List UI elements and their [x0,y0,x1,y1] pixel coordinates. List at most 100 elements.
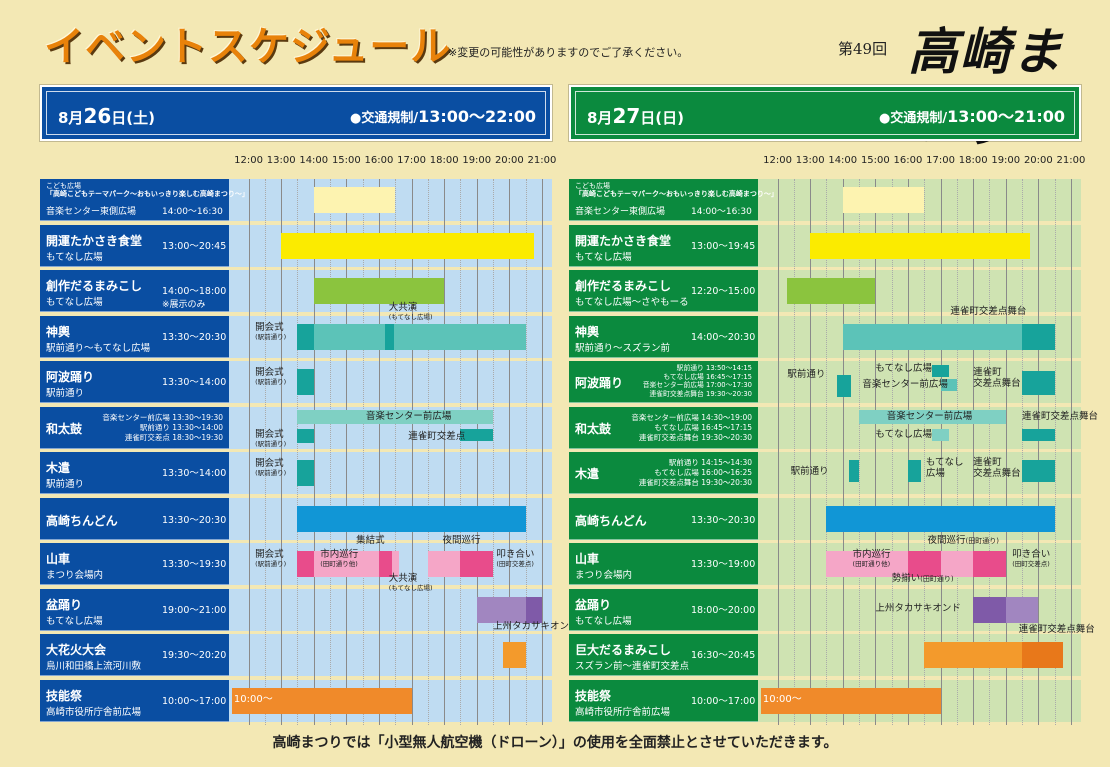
event-time: 14:00〜16:30 [162,207,223,217]
row-bars [569,225,1081,267]
event-name: 神輿 [46,324,71,339]
schedule-row: 巨大だるまみこし スズラン前〜連雀町交差点 16:30〜20:45 [569,634,1081,676]
event-label: 阿波踊り 駅前通り 13:50〜14:15 もてなし広場 16:45〜17:15 音楽… [569,361,758,403]
event-note: ※展示のみ [162,300,206,310]
bar-annotation: もてなし広場 [926,457,964,479]
annotation-text: 市内巡行 [852,549,891,560]
event-venue: 駅前通り [46,479,85,490]
edition-label: 第49回 [838,40,888,58]
event-name: 大花火大会 [46,643,107,657]
bar-annotation: 市内巡行 (田町通り他) [320,549,358,568]
annotation-subtext: (もてなし広場) [388,584,433,592]
event-label: 大花火大会 烏川和田橋上流河川敷 19:30〜20:20 [40,634,229,676]
event-venue: まつり会場内 [575,570,633,581]
traffic-time: 13:00〜21:00 [947,107,1065,126]
annotation-text: 夜間巡行 [442,535,481,546]
hour-tick-label: 21:00 [1056,155,1086,166]
hour-axis: 12:00 13:00 14:00 15:00 16:00 17:00 18:00 19:00… [40,155,556,169]
bar-annotation: 連雀町交差点舞台 [973,367,1021,389]
hour-tick-label: 13:00 [266,155,296,166]
sub-schedule-line: 音楽センター前広場 13:30〜19:30 [102,412,223,422]
sub-schedule-line: 連雀町交差点舞台 19:30〜20:30 [638,478,752,487]
annotation-text: 駅前通り [787,369,826,380]
event-label: 山車 まつり会場内 13:30〜19:30 [40,543,229,585]
event-time-bar [907,460,921,482]
sub-schedule-line: もてなし広場 16:00〜16:25 [654,468,752,477]
event-label: 創作だるまみこし もてなし広場 14:00〜18:00 ※展示のみ [40,270,229,312]
event-time-bar [297,551,314,577]
hour-axis: 12:00 13:00 14:00 15:00 16:00 17:00 18:00 19:00… [569,155,1085,169]
row-bars: 開会式 (駅前通り) [40,361,552,403]
annotation-text: 上州タカサキオンド [493,620,579,632]
row-bars: 開会式 (駅前通り) [40,452,552,494]
event-label: 木遣 駅前通り 14:15〜14:30 もてなし広場 16:00〜16:25 連雀町交… [569,452,758,494]
sub-schedule-line: 駅前通り 13:50〜14:15 [676,364,752,372]
bar-annotation: 開会式 (駅前通り) [255,549,286,568]
event-venue: 高崎市役所庁舎前広場 [46,706,142,718]
row-bars [40,225,552,267]
event-label: 和太鼓 音楽センター前広場 14:30〜19:00 もてなし広場 16:45〜17:… [569,406,758,449]
event-time-bar [973,596,1006,623]
bar-annotation: 夜間巡行(田町通り) [928,535,999,547]
event-time-bar [313,278,445,304]
sub-schedule-line: 連雀町交差点舞台 19:30〜20:30 [649,389,752,398]
schedule-row: 和太鼓 音楽センター前広場 14:30〜19:00 もてなし広場 16:45〜17:… [569,406,1081,449]
event-time-bar [842,323,1023,350]
schedule-row: 大花火大会 烏川和田橋上流河川敷 19:30〜20:20 [40,634,552,676]
event-time: 13:30〜14:00 [162,377,227,388]
annotation-text: 開会式 [255,428,284,440]
page-title: イベントスケジュール [44,24,452,70]
bar-annotation: 10:00〜 [234,694,273,705]
event-name: 創作だるまみこし [46,279,143,293]
hour-tick-label: 19:00 [462,155,492,166]
event-venue: もてなし広場 [46,615,103,627]
event-time-bar [297,409,494,424]
bar-annotation: 音楽センター前広場 [887,411,973,422]
annotation-text: もてなし広場 [875,363,932,374]
hour-tick-label: 14:00 [828,155,858,166]
event-category: こども広場 [46,182,81,190]
annotation-text: 開会式 [255,549,284,560]
event-time-bar [924,642,1023,668]
event-venue: もてなし広場 [46,251,103,263]
event-time-bar [761,687,941,714]
event-name: 盆踊り [46,597,83,612]
event-venue: 高崎市役所庁舎前広場 [575,706,671,718]
schedule-row: 開運たかさき食堂 もてなし広場 13:00〜20:45 [40,224,552,267]
row-bars: 連雀町交差点舞台 [569,624,1095,676]
event-sub-schedule: 駅前通り 13:50〜14:15 もてなし広場 16:45〜17:15 音楽センター… [643,364,752,398]
bar-annotation: 開会式 (駅前通り) [255,458,286,477]
row-bars: 開会式 (駅前通り) 市内巡行 (田町通り他) 集結式 夜間巡行 叩き合い (田町交差点) 大共… [40,535,552,592]
row-bars: 市内巡行 (田町通り他) 夜間巡行(田町通り) 叩き合い (田町交差点) 勢揃い(田町通り… [569,535,1081,585]
event-name: 巨大だるまみこし [575,643,672,657]
bar-annotation: 音楽センター前広場 [366,411,452,422]
schedule-panel-saturday: 8月26日(土) ●交通規制/13:00〜22:00 12:00 13:00 14:00… [39,84,579,725]
event-time-bar [393,323,526,350]
hour-tick-label: 19:00 [991,155,1021,166]
event-label: 神輿 駅前通り〜もてなし広場 13:30〜20:30 [40,315,229,358]
annotation-text: もてなし広場 [875,428,932,440]
drone-ban-notice: 高崎まつりでは「小型無人航空機（ドローン）」の使用を全面禁止とさせていただきます… [272,735,838,751]
event-name: 技能祭 [575,688,612,703]
annotation-text: 市内巡行 [320,549,359,560]
sub-schedule-line: もてなし広場 16:45〜17:15 [654,422,752,432]
annotation-text: 音楽センター前広場 [862,379,948,390]
event-name: 高崎ちんどん [575,513,647,528]
hour-tick-label: 12:00 [234,155,263,166]
event-time: 12:20〜15:00 [691,286,756,297]
annotation-text: 集結式 [356,535,385,546]
bar-annotation: 連雀町交差点舞台 [950,306,1026,317]
event-time: 13:30〜14:00 [162,468,227,479]
event-time-bar [842,187,925,213]
event-venue: もてなし広場 [575,615,632,627]
annotation-text: 大共演 [388,573,418,584]
bar-annotation: 連雀町交差点舞台 [1022,411,1098,422]
bar-annotation: 集結式 [356,535,385,546]
date-day: 27 [612,104,641,128]
event-time-bar [932,365,949,377]
annotation-text: 開会式 [255,367,284,378]
annotation-subtext: (駅前通り) [255,560,287,568]
event-label: 神輿 駅前通り〜スズラン前 14:00〜20:30 [569,315,758,358]
event-time-bar [297,323,314,350]
annotation-text: 上州タカサキオンド [875,602,961,614]
